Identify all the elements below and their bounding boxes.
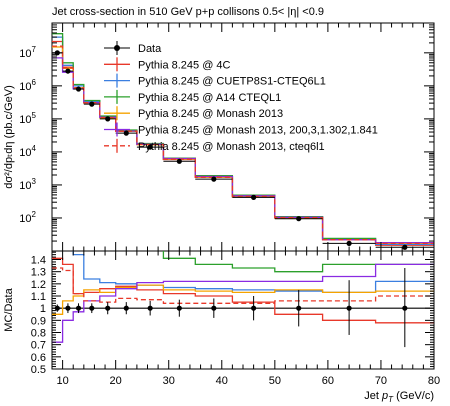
ratio-data-group bbox=[54, 268, 408, 348]
ratio-y-tick-label: 1.3 bbox=[31, 267, 46, 279]
tick-base: 10 bbox=[19, 180, 31, 192]
ratio-y-tick-label: 1.2 bbox=[31, 279, 46, 291]
top-y-tick-label: 102 bbox=[19, 210, 36, 225]
tick-base: 10 bbox=[19, 147, 31, 159]
top-y-axis-label: dσ²/dpₜdη (pb.c/GeV) bbox=[3, 85, 15, 189]
x-tick-label: 40 bbox=[216, 375, 228, 387]
ratio-series-line-5 bbox=[52, 267, 434, 304]
data-point bbox=[402, 244, 408, 250]
tick-base: 10 bbox=[19, 81, 31, 93]
x-axis-label-main: Jet bbox=[364, 390, 382, 402]
ratio-y-tick-label: 1.1 bbox=[31, 291, 46, 303]
ratio-series-line-2 bbox=[162, 251, 434, 273]
ratio-data-point bbox=[147, 305, 153, 311]
data-point bbox=[296, 216, 302, 222]
ratio-data-point bbox=[402, 305, 408, 311]
ratio-data-point bbox=[75, 305, 82, 311]
ratio-data-point bbox=[123, 305, 129, 311]
data-point bbox=[211, 176, 217, 182]
x-tick-label: 50 bbox=[269, 375, 281, 387]
ratio-data-point bbox=[176, 305, 182, 311]
ratio-y-tick-label: 0.5 bbox=[31, 364, 46, 376]
ratio-data-point bbox=[89, 305, 95, 311]
ratio-y-tick-label: 0.9 bbox=[31, 315, 46, 327]
tick-base: 10 bbox=[19, 114, 31, 126]
ratio-data-point bbox=[211, 305, 217, 311]
data-point bbox=[176, 158, 182, 164]
x-tick-label: 70 bbox=[375, 375, 387, 387]
top-y-tick-label: 106 bbox=[19, 78, 36, 93]
ratio-axes-group: 0.50.60.70.80.911.11.21.31.4 10 20 30 40 50 60… bbox=[31, 251, 440, 387]
data-point bbox=[251, 194, 257, 200]
x-axis-label-sub: T bbox=[388, 395, 394, 404]
tick-exponent: 4 bbox=[32, 144, 37, 153]
ratio-y-tick-label: 1 bbox=[40, 303, 46, 315]
legend-entry-label: Pythia 8.245 @ Monash 2013 bbox=[138, 108, 283, 120]
ratio-series-line-4 bbox=[52, 263, 434, 343]
x-tick-label: 30 bbox=[163, 375, 175, 387]
ratio-y-tick-label: 1.4 bbox=[31, 255, 46, 267]
legend-entry-label: Pythia 8.245 @ Monash 2013, cteq6l1 bbox=[138, 141, 325, 153]
x-tick-label: 60 bbox=[322, 375, 334, 387]
legend-swatch-marker bbox=[114, 45, 120, 51]
legend-entry-label: Pythia 8.245 @ Monash 2013, 200,3,1.302,… bbox=[138, 125, 378, 137]
top-y-tick-label: 107 bbox=[19, 45, 36, 60]
x-axis-label: Jet pT (GeV/c) bbox=[364, 390, 434, 404]
ratio-panel: 0.50.60.70.80.911.11.21.31.4 10 20 30 40 50 60… bbox=[3, 250, 440, 404]
ratio-series-group bbox=[52, 251, 434, 343]
data-point bbox=[75, 86, 82, 92]
ratio-series-line-3 bbox=[52, 284, 434, 315]
tick-exponent: 6 bbox=[32, 78, 37, 87]
x-axis-label-p: p bbox=[381, 390, 388, 402]
top-panel-frame bbox=[51, 22, 435, 252]
ratio-data-point bbox=[105, 305, 111, 311]
chart-title: Jet cross-section in 510 GeV p+p colliso… bbox=[52, 6, 324, 18]
tick-exponent: 7 bbox=[32, 45, 37, 54]
top-y-tick-label: 105 bbox=[19, 111, 36, 126]
ratio-data-point bbox=[346, 305, 352, 311]
ratio-y-tick-label: 0.8 bbox=[31, 328, 46, 340]
x-axis-label-unit: (GeV/c) bbox=[393, 390, 434, 402]
ratio-data-point bbox=[296, 305, 302, 311]
top-y-tick-label: 103 bbox=[19, 177, 36, 192]
data-point bbox=[65, 68, 71, 74]
tick-exponent: 5 bbox=[32, 111, 37, 120]
legend-entry-label: Pythia 8.245 @ A14 CTEQL1 bbox=[138, 92, 281, 104]
ratio-y-axis-label: MC/Data bbox=[3, 287, 15, 331]
tick-base: 10 bbox=[19, 48, 31, 60]
tick-exponent: 2 bbox=[32, 210, 37, 219]
ratio-data-point bbox=[251, 305, 257, 311]
tick-exponent: 3 bbox=[32, 177, 37, 186]
data-point bbox=[123, 130, 129, 136]
legend: Data Pythia 8.245 @ 4C Pythia 8.245 @ CUET… bbox=[104, 41, 378, 153]
top-y-tick-label: 104 bbox=[19, 144, 36, 159]
tick-base: 10 bbox=[19, 213, 31, 225]
legend-entry-label: Pythia 8.245 @ CUETP8S1-CTEQ6L1 bbox=[138, 76, 326, 88]
ratio-y-tick-label: 0.7 bbox=[31, 340, 46, 352]
legend-entry-label: Data bbox=[138, 43, 162, 55]
data-point bbox=[147, 144, 153, 150]
x-tick-label: 20 bbox=[110, 375, 122, 387]
data-point bbox=[105, 116, 111, 122]
top-series-group bbox=[52, 33, 434, 246]
ratio-data-point bbox=[65, 305, 71, 311]
ratio-y-tick-label: 0.6 bbox=[31, 352, 46, 364]
data-point bbox=[346, 240, 352, 246]
legend-entry-label: Pythia 8.245 @ 4C bbox=[138, 59, 231, 71]
x-tick-label: 80 bbox=[428, 375, 440, 387]
x-tick-label: 10 bbox=[56, 375, 68, 387]
data-point bbox=[89, 101, 95, 107]
top-series-line-2 bbox=[52, 33, 434, 244]
